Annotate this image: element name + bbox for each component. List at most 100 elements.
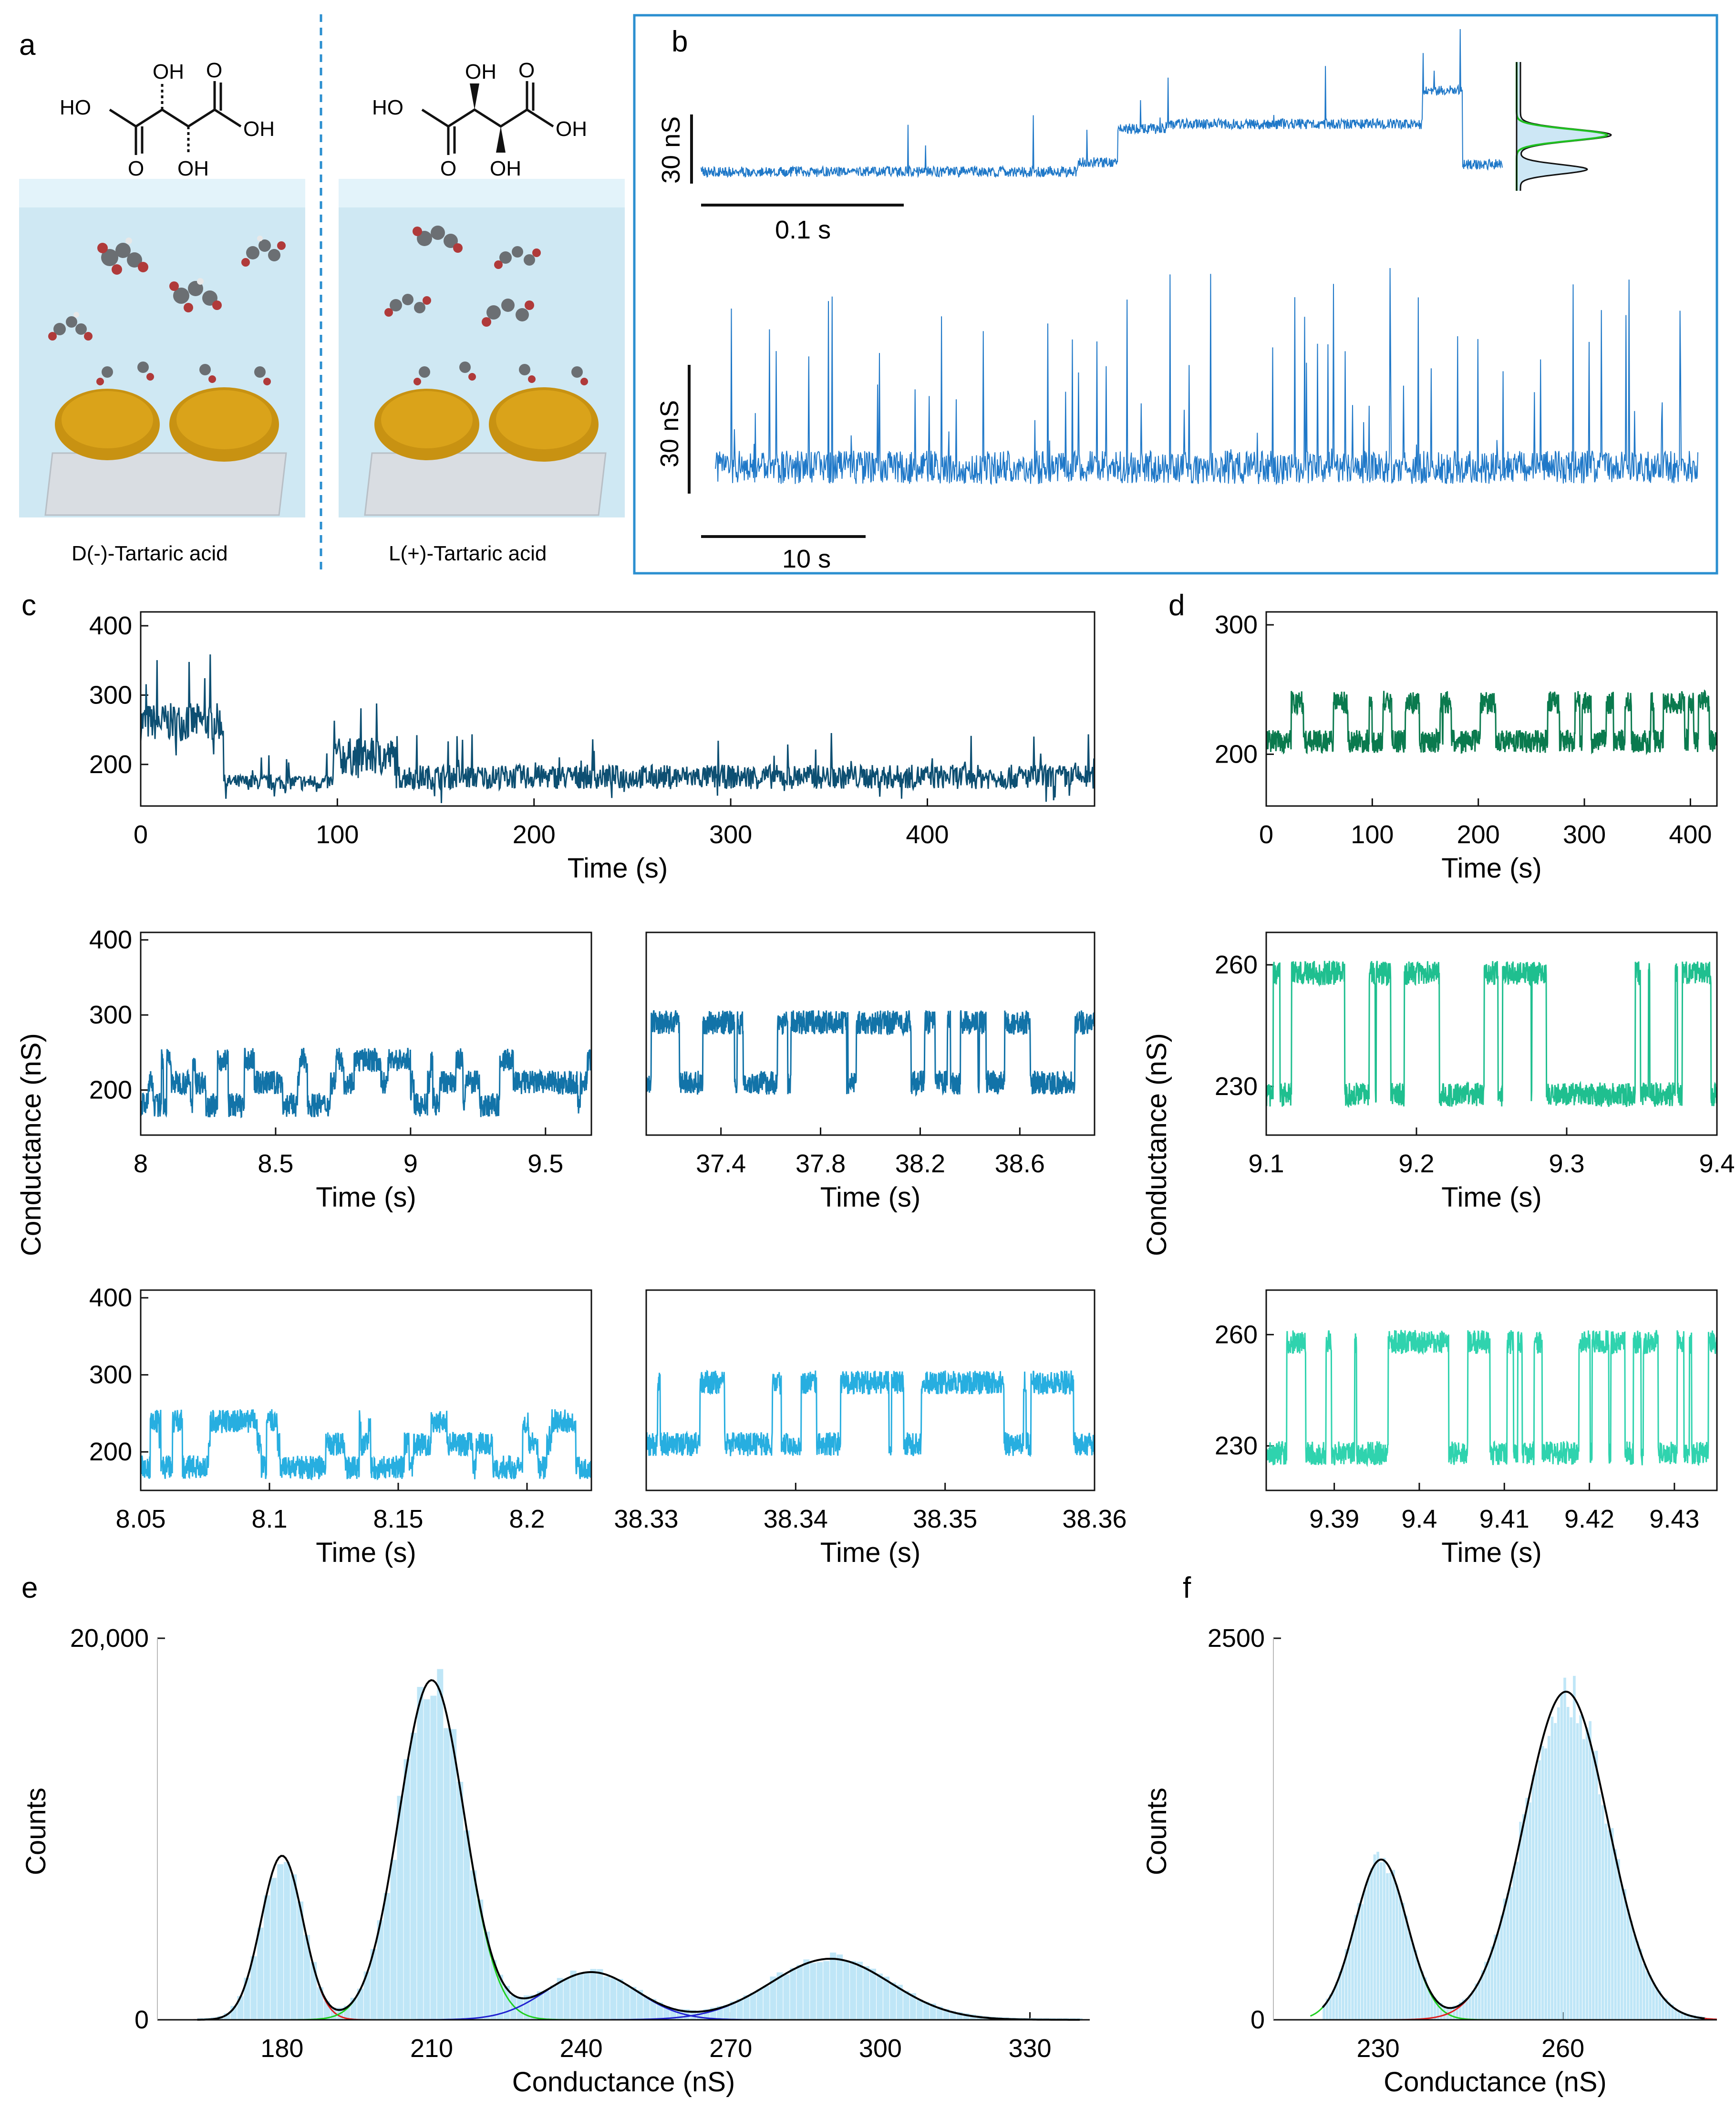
panel-letter-a: a bbox=[19, 29, 36, 62]
histogram-bar bbox=[557, 1978, 563, 2020]
histogram-bar bbox=[530, 1995, 537, 2020]
y-tick-label: 260 bbox=[1215, 951, 1258, 979]
l-o-left-label: O bbox=[440, 157, 456, 180]
histogram-bar bbox=[930, 2003, 936, 2020]
histogram-bar bbox=[1367, 1878, 1370, 2020]
histogram-bar bbox=[397, 1796, 403, 2020]
x-tick-label: 100 bbox=[1351, 820, 1394, 849]
plot-frame bbox=[1265, 1289, 1718, 1491]
histogram-bar bbox=[776, 1972, 783, 2020]
chart-f-histogram: 230 260 0 2500 Conductance (nS) Counts bbox=[1141, 1624, 1717, 2098]
panel-b-frame bbox=[633, 14, 1718, 575]
series-line bbox=[1265, 689, 1718, 755]
histogram-bar bbox=[1357, 1903, 1361, 2020]
x-axis-label: Conductance (nS) bbox=[1384, 2067, 1606, 2098]
series-line bbox=[140, 1409, 592, 1481]
histogram-bar bbox=[1342, 1965, 1344, 2020]
histogram-bar bbox=[370, 1949, 377, 2020]
y-tick-label: 300 bbox=[89, 1361, 132, 1389]
histogram-bar bbox=[1440, 2003, 1443, 2020]
histogram-bar bbox=[1576, 1723, 1579, 2020]
histogram-bar bbox=[657, 2002, 663, 2020]
histogram-bar bbox=[1338, 1972, 1342, 2020]
panel-b: b 30 nS 0.1 s 30 nS 10 s bbox=[633, 14, 1718, 575]
histogram-bar bbox=[750, 1993, 756, 2020]
histogram-bar bbox=[1664, 1998, 1668, 2020]
y-axis-label: Conductance (nS) bbox=[16, 1033, 47, 1256]
histogram-bar bbox=[1658, 1991, 1662, 2020]
panel-letter-c: c bbox=[21, 589, 36, 622]
histogram-bar bbox=[1484, 1962, 1487, 2020]
histogram-bar bbox=[783, 1974, 790, 2020]
histogram-bar bbox=[1585, 1727, 1589, 2020]
histogram-bar bbox=[563, 1978, 570, 2020]
x-axis-label: Time (s) bbox=[820, 1537, 920, 1568]
histogram-bar bbox=[1456, 2005, 1458, 2020]
x-tick-label: 9.4 bbox=[1401, 1505, 1437, 1533]
histogram-bar bbox=[1478, 1982, 1481, 2020]
l-oh-top-label: OH bbox=[465, 60, 496, 83]
y-tick-label: 200 bbox=[89, 1437, 132, 1466]
b-inset-fill bbox=[1517, 62, 1611, 191]
histogram-bar bbox=[1690, 2015, 1693, 2020]
histogram-bar bbox=[1684, 2013, 1687, 2020]
histogram-bar bbox=[743, 1995, 750, 2020]
histogram-bar bbox=[1398, 1896, 1402, 2020]
histogram-bar bbox=[1361, 1904, 1364, 2020]
histogram-bar bbox=[417, 1687, 424, 2020]
histogram-bar bbox=[1475, 1984, 1478, 2020]
d-tartaric-structure bbox=[109, 81, 242, 155]
histogram-bar bbox=[410, 1733, 417, 2020]
histogram-bar bbox=[1645, 1971, 1649, 2020]
histogram-bar bbox=[1323, 2005, 1325, 2020]
histogram-bar bbox=[1560, 1694, 1563, 2020]
histogram-bar bbox=[1494, 1934, 1497, 2020]
histogram-bar bbox=[837, 1954, 843, 2020]
histogram-bar bbox=[1643, 1964, 1645, 2020]
histogram-bar bbox=[1376, 1851, 1379, 2020]
histogram-bar bbox=[1516, 1861, 1519, 2020]
histogram-bar bbox=[1509, 1887, 1512, 2020]
histogram-bar bbox=[1465, 1998, 1468, 2020]
histogram-bar bbox=[916, 1999, 923, 2020]
histogram-bar bbox=[424, 1699, 430, 2020]
histogram-bar bbox=[1417, 1963, 1421, 2020]
d-molecular-scene bbox=[19, 179, 305, 517]
histogram-bar bbox=[537, 1991, 543, 2020]
histogram-bar bbox=[763, 1985, 770, 2020]
x-axis-label: Conductance (nS) bbox=[512, 2067, 735, 2098]
histogram-bar bbox=[1639, 1949, 1643, 2020]
histogram-bar bbox=[1614, 1849, 1617, 2020]
histogram-bar bbox=[1436, 2002, 1440, 2020]
histogram-bar bbox=[437, 1669, 444, 2020]
x-tick-label: 200 bbox=[1457, 820, 1500, 849]
chart-c-zoom-38-33s: 38.33 38.34 38.35 38.36 Time (s) bbox=[614, 1289, 1127, 1568]
panel-letter-e: e bbox=[21, 1571, 38, 1604]
histogram-bar bbox=[317, 1987, 323, 2020]
histogram-bar bbox=[1411, 1943, 1414, 2020]
x-tick-label: 9.5 bbox=[527, 1149, 563, 1178]
x-tick-label: 230 bbox=[1357, 2034, 1400, 2063]
histogram-bar bbox=[816, 1962, 823, 2020]
histogram-bar bbox=[543, 1990, 550, 2020]
histogram-bar bbox=[383, 1893, 390, 2020]
histogram-bar bbox=[1414, 1950, 1417, 2020]
histogram-bar bbox=[870, 1968, 876, 2020]
histogram-bar bbox=[1582, 1739, 1585, 2020]
histogram-bar bbox=[1649, 1975, 1652, 2020]
x-tick-label: 9.39 bbox=[1309, 1505, 1359, 1533]
histogram-bar bbox=[1620, 1884, 1623, 2020]
histogram-bar bbox=[1402, 1902, 1405, 2020]
y-tick-label: 300 bbox=[1215, 610, 1258, 639]
chart-c-zoom-8s: 8 8.5 9 9.5 200 300 400 Time (s) Conductance (nS… bbox=[16, 926, 592, 1256]
plot-frame bbox=[140, 1289, 592, 1491]
x-tick-label: 38.33 bbox=[614, 1505, 678, 1533]
histogram-bar bbox=[257, 1927, 264, 2020]
x-tick-label: 300 bbox=[709, 820, 752, 849]
histogram-bar bbox=[1449, 2006, 1452, 2020]
y-tick-label: 260 bbox=[1215, 1320, 1258, 1349]
histogram-bar bbox=[1481, 1970, 1484, 2020]
x-tick-label: 9.42 bbox=[1564, 1505, 1614, 1533]
x-tick-label: 38.6 bbox=[995, 1149, 1045, 1178]
x-tick-label: 300 bbox=[1563, 820, 1606, 849]
